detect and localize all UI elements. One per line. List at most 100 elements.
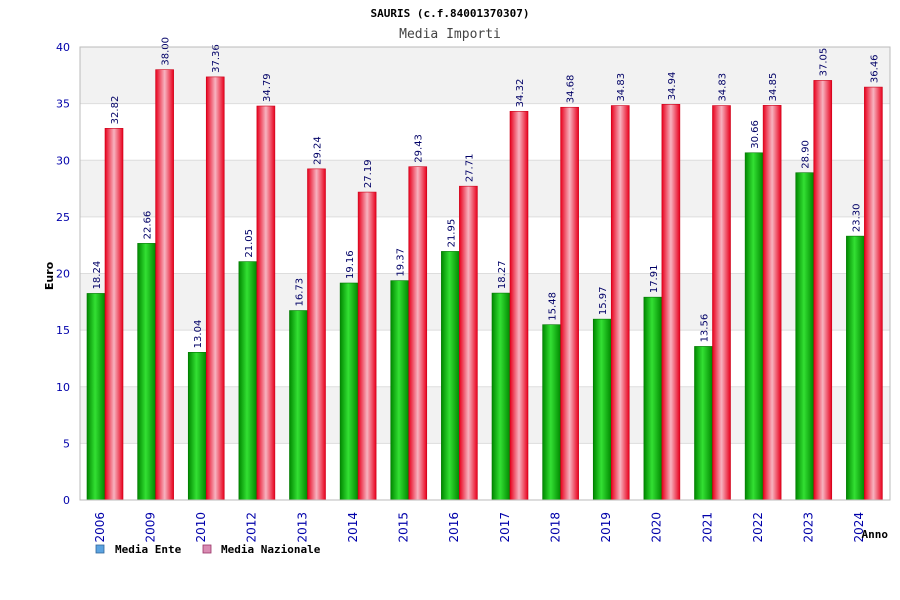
bar-media-ente: [86, 293, 106, 501]
data-label-media-ente: 19.37: [396, 248, 407, 277]
legend-label-media-ente: Media Ente: [115, 543, 182, 556]
x-tick-label: 2015: [397, 512, 411, 543]
bar-media-nazionale: [307, 168, 326, 501]
y-tick-label: 5: [63, 437, 70, 450]
y-tick-label: 30: [56, 154, 70, 167]
data-label-media-nazionale: 29.43: [414, 134, 425, 163]
data-label-media-nazionale: 34.83: [718, 73, 729, 102]
x-tick-label: 2006: [93, 512, 107, 543]
x-tick-label: 2019: [599, 512, 613, 543]
data-label-media-ente: 21.95: [446, 219, 457, 248]
data-label-media-ente: 18.24: [92, 261, 103, 290]
bar-media-ente: [289, 310, 308, 501]
legend-label-media-nazionale: Media Nazionale: [221, 543, 321, 556]
data-label-media-nazionale: 36.46: [869, 54, 880, 83]
bar-media-ente: [542, 324, 561, 501]
data-label-media-nazionale: 34.79: [262, 73, 273, 102]
bar-media-ente: [238, 261, 258, 501]
data-label-media-ente: 13.56: [700, 314, 711, 343]
data-label-media-ente: 13.04: [193, 320, 204, 349]
bar-media-nazionale: [205, 76, 225, 501]
x-tick-label: 2012: [245, 512, 259, 543]
legend-swatch-media-ente: [95, 544, 105, 554]
y-tick-label: 35: [56, 98, 70, 111]
bar-media-nazionale: [408, 166, 428, 501]
x-tick-label: 2014: [346, 512, 360, 543]
x-tick-label: 2018: [548, 512, 562, 543]
data-label-media-ente: 21.05: [244, 229, 255, 258]
data-label-media-ente: 15.48: [548, 292, 559, 321]
bar-media-nazionale: [661, 104, 681, 501]
data-label-media-nazionale: 32.82: [110, 96, 121, 125]
data-label-media-ente: 30.66: [750, 120, 761, 149]
bar-media-nazionale: [104, 128, 124, 501]
bar-media-ente: [643, 296, 663, 501]
data-label-media-ente: 22.66: [143, 211, 154, 240]
bar-media-nazionale: [864, 86, 883, 501]
y-tick-label: 10: [56, 381, 70, 394]
x-tick-label: 2020: [650, 512, 664, 543]
bar-media-ente: [592, 318, 612, 501]
data-label-media-nazionale: 27.19: [363, 159, 374, 188]
data-label-media-ente: 23.30: [851, 203, 862, 232]
data-label-media-ente: 16.73: [295, 278, 306, 307]
x-axis-label: Anno: [862, 528, 889, 541]
x-tick-label: 2013: [295, 512, 309, 543]
legend: Media Ente Media Nazionale: [95, 543, 321, 556]
bar-media-nazionale: [610, 105, 630, 501]
data-label-media-nazionale: 37.05: [819, 48, 830, 77]
data-label-media-ente: 19.16: [345, 250, 356, 279]
x-tick-label: 2017: [498, 512, 512, 543]
x-tick-label: 2024: [852, 512, 866, 543]
bar-media-ente: [187, 352, 207, 501]
axes: 0 5 10 15 20 25 30 35 40 2006 2009 2010 2012 2013 2014…: [56, 41, 891, 543]
data-label-media-nazionale: 27.71: [464, 154, 475, 183]
x-tick-label: 2021: [700, 512, 714, 543]
y-tick-label: 20: [56, 268, 70, 281]
y-tick-label: 25: [56, 211, 70, 224]
x-tick-label: 2009: [143, 512, 157, 543]
chart-subtitle: Media Importi: [399, 27, 501, 42]
bar-media-ente: [339, 282, 359, 501]
legend-swatch-media-nazionale: [202, 544, 212, 554]
bar-media-nazionale: [762, 105, 782, 501]
x-tick-label: 2010: [194, 512, 208, 543]
data-labels: 18.24 32.82 22.66 38.00 13.04 37.36 21.05 34.79…: [92, 37, 880, 348]
chart-title: SAURIS (c.f.84001370307): [371, 7, 530, 20]
bar-media-nazionale: [509, 111, 529, 501]
data-label-media-nazionale: 38.00: [161, 37, 172, 66]
data-label-media-nazionale: 34.94: [667, 72, 678, 101]
data-label-media-nazionale: 37.36: [211, 44, 222, 73]
data-label-media-nazionale: 34.85: [768, 73, 779, 102]
bar-media-nazionale: [256, 105, 276, 501]
data-label-media-ente: 18.27: [497, 260, 508, 289]
x-tick-label: 2022: [751, 512, 765, 543]
bar-media-ente: [694, 346, 713, 501]
bars: [86, 69, 883, 501]
data-label-media-ente: 17.91: [649, 265, 660, 294]
y-tick-label: 15: [56, 324, 70, 337]
y-tick-label: 0: [63, 494, 70, 507]
x-tick-label: 2023: [802, 512, 816, 543]
bar-media-nazionale: [560, 106, 579, 501]
data-label-media-ente: 28.90: [801, 140, 812, 169]
data-label-media-ente: 15.97: [598, 286, 609, 315]
bar-media-ente: [846, 235, 865, 501]
x-tick-label: 2016: [447, 512, 461, 543]
bar-media-ente: [441, 251, 460, 501]
data-label-media-nazionale: 34.83: [616, 73, 627, 102]
data-label-media-nazionale: 29.24: [313, 136, 324, 165]
y-axis-label: Euro: [43, 261, 56, 290]
bar-media-nazionale: [813, 80, 833, 501]
bar-media-ente: [744, 152, 764, 501]
bar-media-nazionale: [459, 185, 478, 501]
bar-media-ente: [390, 280, 410, 501]
bar-media-nazionale: [712, 105, 731, 501]
plot-frame: [79, 46, 891, 501]
bar-media-nazionale: [357, 191, 377, 501]
data-label-media-nazionale: 34.32: [515, 79, 526, 108]
bar-media-ente: [491, 292, 511, 501]
bar-media-nazionale: [155, 69, 174, 501]
y-tick-label: 40: [56, 41, 70, 54]
